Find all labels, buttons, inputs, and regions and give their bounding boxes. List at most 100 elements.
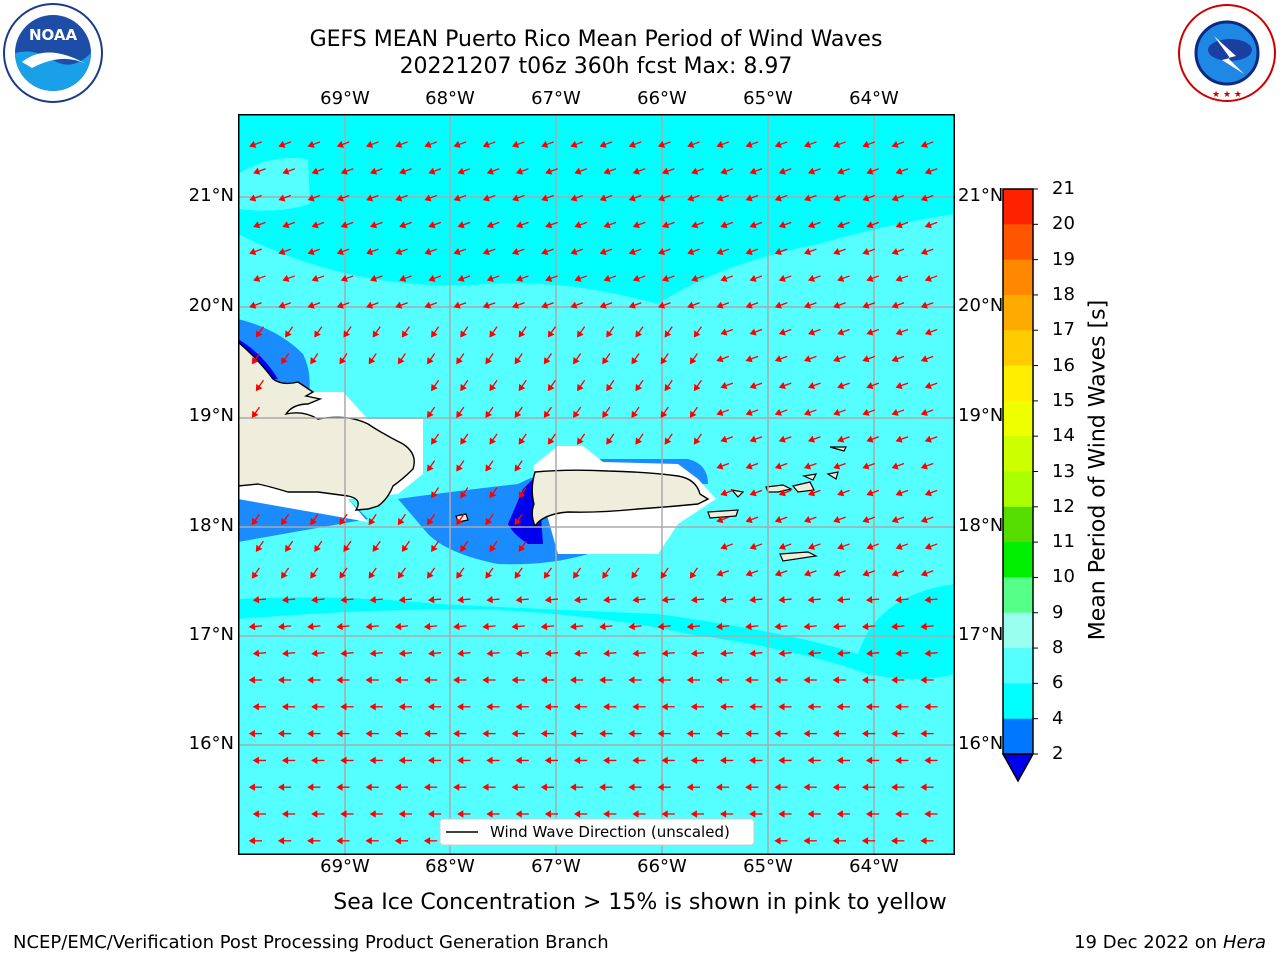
wind-wave-arrow xyxy=(686,622,701,631)
wind-wave-arrow xyxy=(778,542,792,550)
wind-wave-arrow xyxy=(457,167,471,175)
wind-wave-arrow xyxy=(544,595,559,604)
wind-wave-arrow xyxy=(749,435,763,443)
wind-wave-arrow xyxy=(866,382,880,390)
wind-wave-arrow xyxy=(891,783,905,791)
wind-wave-arrow xyxy=(862,516,876,524)
wind-wave-arrow xyxy=(716,516,730,524)
wind-wave-arrow xyxy=(277,837,292,845)
wind-wave-arrow xyxy=(518,433,527,445)
wind-wave-arrow xyxy=(599,248,613,256)
wind-wave-arrow xyxy=(427,810,442,818)
wind-wave-arrow xyxy=(249,248,262,256)
wind-wave-arrow xyxy=(340,649,354,658)
wind-wave-arrow xyxy=(774,729,788,738)
wind-wave-arrow xyxy=(515,649,529,658)
colorbar-segment xyxy=(1003,648,1033,684)
wind-wave-arrow xyxy=(486,649,500,658)
colorbar-segment xyxy=(1003,683,1033,720)
wind-wave-arrow xyxy=(427,756,442,765)
wind-wave-arrow xyxy=(895,489,909,497)
wind-wave-arrow xyxy=(862,301,876,309)
lat-label: 20°N xyxy=(958,295,1004,316)
wind-wave-arrow xyxy=(489,540,498,552)
wind-wave-arrow xyxy=(745,140,759,148)
wind-wave-arrow xyxy=(398,703,412,711)
island xyxy=(829,446,847,452)
wind-wave-arrow xyxy=(336,729,350,738)
wind-wave-arrow xyxy=(749,595,763,604)
wind-wave-arrow xyxy=(628,783,642,791)
wind-wave-arrow xyxy=(456,353,465,365)
wind-wave-arrow xyxy=(693,326,702,338)
wind-wave-arrow xyxy=(307,676,321,684)
wind-wave-arrow xyxy=(398,756,412,765)
wind-wave-arrow xyxy=(862,248,876,256)
wind-wave-arrow xyxy=(865,756,880,765)
wind-wave-arrow xyxy=(281,567,290,579)
wind-wave-arrow xyxy=(482,140,496,148)
wind-wave-arrow xyxy=(664,433,673,445)
island xyxy=(707,509,739,519)
wind-wave-arrow xyxy=(807,489,821,497)
wind-wave-arrow xyxy=(460,379,469,392)
wind-wave-arrow xyxy=(453,140,467,148)
wind-wave-arrow xyxy=(891,248,905,256)
lon-label: 68°W xyxy=(425,88,475,109)
wind-wave-arrow xyxy=(716,355,730,363)
wind-wave-arrow xyxy=(252,649,267,658)
wind-wave-arrow xyxy=(277,729,292,738)
wind-wave-arrow xyxy=(515,703,529,711)
wind-wave-arrow xyxy=(369,221,383,229)
lon-label: 64°W xyxy=(849,88,899,109)
wind-wave-arrows xyxy=(248,140,938,845)
wind-wave-arrow xyxy=(774,194,788,202)
wind-wave-arrow xyxy=(541,248,554,256)
wind-wave-arrow xyxy=(453,301,467,309)
wind-wave-arrow xyxy=(285,540,294,552)
colorbar-segment xyxy=(1003,436,1033,472)
wind-wave-arrow xyxy=(307,622,321,631)
wind-wave-arrow xyxy=(340,274,354,282)
wind-wave-arrow xyxy=(545,221,558,229)
wind-wave-arrow xyxy=(311,810,325,818)
wind-wave-arrow xyxy=(570,194,584,202)
wind-wave-arrow xyxy=(631,406,640,418)
map-legend: Wind Wave Direction (unscaled) xyxy=(439,818,755,846)
wind-wave-arrow xyxy=(603,595,617,604)
wind-wave-arrow xyxy=(252,703,266,711)
wind-wave-arrow xyxy=(340,703,354,711)
wind-wave-arrow xyxy=(920,783,934,791)
wind-wave-arrow xyxy=(749,382,763,390)
wind-wave-arrow xyxy=(715,783,730,791)
wind-wave-arrow xyxy=(251,406,260,418)
wind-wave-arrow xyxy=(720,328,734,336)
wind-wave-arrow xyxy=(603,221,617,229)
wind-wave-arrow xyxy=(660,567,669,579)
colorbar-segment xyxy=(1003,718,1033,755)
lat-label: 18°N xyxy=(958,515,1004,536)
wind-wave-arrow xyxy=(307,783,321,791)
wind-wave-arrow xyxy=(749,328,763,336)
wind-wave-arrow xyxy=(544,703,558,711)
wind-wave-arrow xyxy=(423,676,438,684)
wind-wave-arrow xyxy=(369,649,383,658)
wind-wave-arrow xyxy=(720,542,734,550)
wind-wave-arrow xyxy=(514,406,523,418)
wind-wave-arrow xyxy=(599,194,613,202)
wind-wave-arrow xyxy=(715,729,730,738)
wind-wave-arrow xyxy=(661,703,675,711)
wind-wave-arrow xyxy=(716,140,730,148)
wind-wave-arrow xyxy=(511,248,525,256)
wind-wave-arrow xyxy=(253,167,266,175)
wind-wave-arrow xyxy=(690,703,704,711)
wind-wave-arrow xyxy=(453,729,467,738)
wind-wave-arrow xyxy=(307,837,321,845)
wind-wave-arrow xyxy=(606,433,615,445)
wind-wave-arrow xyxy=(368,567,377,579)
wind-wave-arrow xyxy=(515,595,529,604)
wind-wave-arrow xyxy=(749,167,763,175)
wind-wave-arrow xyxy=(514,567,523,579)
wind-wave-arrow xyxy=(895,542,909,550)
chart-subtitle: 20221207 t06z 360h fcst Max: 8.97 xyxy=(399,54,793,79)
